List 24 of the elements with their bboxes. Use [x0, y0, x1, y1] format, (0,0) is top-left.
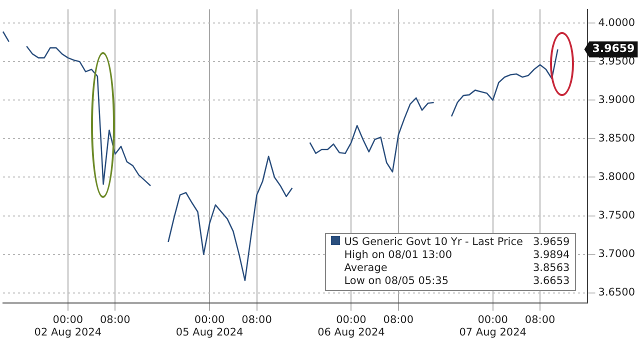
x-tick-label: 08:00 [383, 314, 414, 326]
annotation: Average [343, 262, 388, 275]
annotation: 3.8563 [532, 262, 570, 275]
annotation: 3.9894 [532, 248, 570, 262]
x-tick-label: 08:00 [524, 314, 556, 326]
x-tick-label: 08:00 [242, 314, 272, 326]
y-tick-label: 3.7000 [598, 248, 636, 260]
y-tick-label: 3.9000 [598, 94, 636, 106]
x-tick-label: 08:00 [100, 314, 130, 326]
x-tick-label: 00:00 06 Aug 2024 [318, 314, 386, 338]
x-tick-label: 00:00 07 Aug 2024 [459, 314, 527, 338]
annotation: 3.6653 [532, 274, 570, 288]
y-tick-label: 4.0000 [598, 16, 636, 29]
annotation: High on 08/01 13:00 [343, 248, 452, 262]
y-tick-label: 3.7500 [598, 209, 636, 222]
y-tick-label: 3.8000 [598, 170, 636, 183]
y-tick-label: 3.6500 [598, 286, 636, 299]
annotation: Low on 08/05 05:35 [343, 274, 449, 288]
text: 3.9659 [592, 42, 635, 56]
annotation: 3.9659 [532, 236, 570, 249]
y-tick-label: 3.8500 [598, 132, 636, 144]
y-tick-label: 3.9500 [598, 55, 636, 68]
x-tick-label: 00:00 02 Aug 2024 [34, 314, 102, 338]
legend-label: US Generic Govt 10 Yr - Last Price [343, 236, 523, 249]
